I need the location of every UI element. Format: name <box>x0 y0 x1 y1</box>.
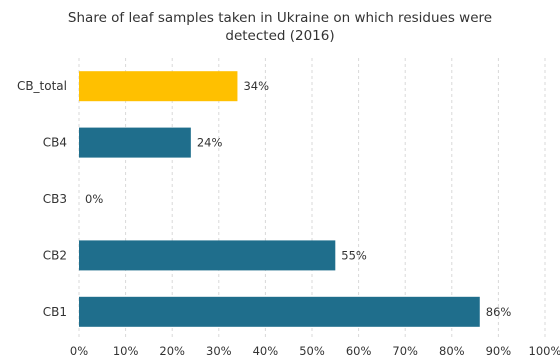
category-label: CB3 <box>43 192 67 206</box>
bar <box>79 127 191 158</box>
data-labels: 34% 24% 0% 55% 86% <box>85 79 511 319</box>
data-label: 24% <box>197 136 223 150</box>
category-label: CB1 <box>43 305 67 319</box>
data-label: 34% <box>243 79 269 93</box>
chart-title-line-1: Share of leaf samples taken in Ukraine o… <box>68 10 492 26</box>
x-tick-label: 90% <box>486 344 512 358</box>
x-tick-label: 30% <box>206 344 232 358</box>
gridlines <box>78 58 546 340</box>
category-label: CB4 <box>43 136 67 150</box>
x-tick-label: 50% <box>299 344 325 358</box>
bar <box>79 296 480 327</box>
data-label: 0% <box>85 192 103 206</box>
x-tick-label: 0% <box>70 344 88 358</box>
x-tick-label: 60% <box>346 344 372 358</box>
bar <box>79 71 238 102</box>
category-label: CB_total <box>17 79 67 93</box>
data-label: 55% <box>341 248 367 262</box>
category-labels: CB_total CB4 CB3 CB2 CB1 <box>17 79 67 319</box>
bar <box>79 240 336 271</box>
x-axis-tick-labels: 0% 10% 20% 30% 40% 50% 60% 70% 80% 90% 100% <box>70 344 560 358</box>
category-label: CB2 <box>43 248 67 262</box>
bars <box>79 71 480 327</box>
x-tick-label: 100% <box>529 344 560 358</box>
x-tick-label: 80% <box>439 344 465 358</box>
x-tick-label: 10% <box>113 344 139 358</box>
chart-title-line-2: detected (2016) <box>225 28 334 44</box>
data-label: 86% <box>486 305 512 319</box>
x-tick-label: 20% <box>159 344 185 358</box>
x-tick-label: 70% <box>392 344 418 358</box>
x-tick-label: 40% <box>253 344 279 358</box>
